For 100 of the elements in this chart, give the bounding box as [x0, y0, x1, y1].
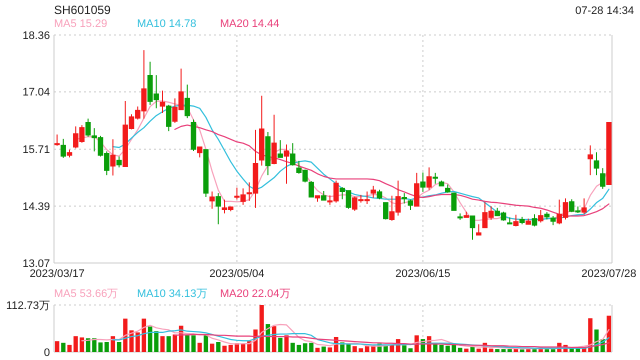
x-tick-label: 2023/03/17 [30, 268, 85, 280]
bar [216, 342, 220, 352]
candlestick [507, 216, 512, 225]
candlestick [314, 195, 320, 202]
candlestick [190, 118, 196, 152]
candlestick [184, 84, 190, 119]
bar [260, 305, 264, 352]
candlestick [116, 156, 122, 168]
candlestick [308, 180, 314, 198]
bar [402, 345, 406, 352]
bar [166, 336, 171, 352]
candlestick [544, 212, 550, 220]
text: MA10 14.78 [137, 18, 196, 30]
bar [606, 316, 612, 352]
candlestick [426, 166, 432, 190]
bar [278, 338, 282, 352]
candlestick [414, 172, 420, 208]
bar [488, 348, 494, 352]
y-tick-label: 15.71 [22, 144, 50, 156]
text: MA5 15.29 [54, 18, 108, 30]
candlestick [438, 180, 444, 187]
bar [501, 349, 506, 352]
candlestick [160, 90, 166, 114]
candlestick [66, 149, 72, 158]
candlestick [457, 212, 463, 220]
x-tick-label: 2023/06/15 [395, 268, 450, 280]
y-tick-label: 0 [44, 346, 50, 359]
bar [550, 349, 556, 352]
bar [210, 344, 214, 352]
bar [222, 346, 227, 352]
bar [110, 336, 116, 352]
candlestick [265, 131, 271, 176]
candlestick [376, 189, 382, 200]
candlestick [532, 214, 538, 227]
candlestick [321, 190, 326, 201]
bar [508, 349, 512, 352]
bar [54, 341, 60, 352]
candlestick [85, 118, 91, 138]
bar [458, 348, 462, 352]
candlestick [451, 192, 457, 212]
candlestick [408, 199, 414, 210]
bar [322, 346, 326, 352]
candlestick [259, 95, 264, 166]
candlestick [550, 216, 556, 226]
candlestick [370, 185, 376, 198]
text: MA20 14.44 [220, 18, 280, 30]
line-series [112, 329, 610, 349]
bar [98, 342, 103, 352]
bar [495, 349, 500, 352]
candlestick [54, 134, 60, 146]
candlestick [383, 202, 388, 220]
y-tick-label: 17.04 [22, 86, 50, 99]
bar [470, 346, 475, 352]
candlestick [284, 144, 290, 184]
candlestick [470, 215, 476, 240]
x-tick-label: 2023/07/28 [581, 268, 636, 280]
y-tick-label: 14.39 [22, 200, 50, 213]
candlestick [476, 224, 482, 236]
text: 07-28 14:34 [575, 5, 634, 17]
bar [160, 336, 165, 352]
candlestick [519, 216, 525, 225]
text: MA20 22.04万 [220, 288, 290, 300]
y-tick-label: 112.73万 [6, 300, 50, 312]
candlestick [209, 190, 215, 210]
candlestick [166, 104, 172, 132]
candlestick [402, 192, 407, 204]
bar [191, 335, 196, 352]
candlestick [432, 172, 438, 184]
line-series [174, 334, 610, 348]
candlestick [594, 152, 600, 176]
candlestick [110, 138, 116, 176]
bar [116, 342, 122, 352]
candlestick [203, 149, 209, 198]
candlestick [606, 122, 612, 186]
bar [198, 342, 202, 352]
candlestick [271, 114, 277, 165]
y-tick-label: 18.36 [22, 30, 50, 42]
candlestick [197, 146, 202, 158]
bar [464, 348, 468, 352]
bar [67, 344, 72, 352]
candlestick [538, 209, 544, 223]
candlestick [290, 142, 296, 166]
bar [185, 335, 190, 352]
candlestick [445, 184, 450, 194]
line-series [81, 324, 610, 350]
line-series [174, 124, 610, 217]
bar [61, 342, 66, 352]
candlestick [216, 192, 221, 225]
bar [172, 334, 178, 352]
text: MA5 53.66万 [54, 288, 118, 300]
bar [123, 318, 128, 352]
chart-title: SH601059 [54, 3, 112, 17]
bar [408, 348, 413, 352]
candlestick [581, 198, 587, 215]
bar [104, 342, 109, 352]
candlestick [600, 168, 606, 190]
y-tick-label: 13.07 [22, 258, 50, 270]
candlestick [464, 211, 469, 218]
candlestick [513, 214, 519, 227]
text: MA10 34.13万 [137, 288, 208, 300]
